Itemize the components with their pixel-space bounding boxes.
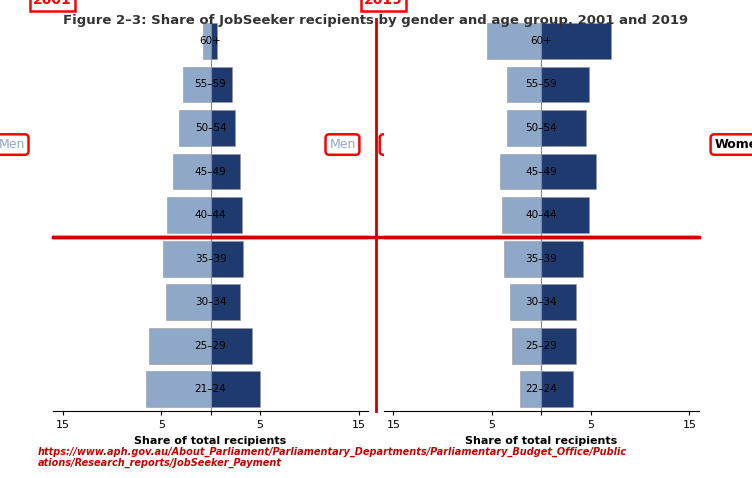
Bar <box>163 241 211 276</box>
Text: 21–24: 21–24 <box>195 384 226 394</box>
Bar <box>541 154 596 189</box>
Bar <box>541 110 586 146</box>
Bar <box>520 371 541 407</box>
Bar <box>150 328 211 364</box>
Bar <box>211 23 217 59</box>
Text: 30–34: 30–34 <box>195 297 226 307</box>
Text: 60+: 60+ <box>531 36 552 46</box>
Text: 2019: 2019 <box>364 0 403 7</box>
Bar <box>541 66 589 102</box>
Bar <box>507 66 541 102</box>
X-axis label: Share of total recipients: Share of total recipients <box>135 435 287 445</box>
Text: 25–29: 25–29 <box>195 341 226 351</box>
Bar <box>211 197 242 233</box>
Text: 35–39: 35–39 <box>195 254 226 264</box>
Text: Women: Women <box>384 138 435 151</box>
Bar <box>211 154 240 189</box>
Bar <box>211 66 232 102</box>
X-axis label: Share of total recipients: Share of total recipients <box>465 435 617 445</box>
Text: 50–54: 50–54 <box>195 123 226 133</box>
Text: https://www.aph.gov.au/About_Parliament/Parliamentary_Departments/Parliamentary_: https://www.aph.gov.au/About_Parliament/… <box>38 446 626 468</box>
Text: 25–29: 25–29 <box>526 341 557 351</box>
Text: 22–24: 22–24 <box>526 384 557 394</box>
Bar <box>541 241 583 276</box>
Bar <box>541 284 576 320</box>
Text: 55–59: 55–59 <box>526 79 557 89</box>
Bar <box>500 154 541 189</box>
Bar <box>507 110 541 146</box>
Text: 60+: 60+ <box>200 36 221 46</box>
Bar <box>166 284 211 320</box>
Bar <box>211 110 235 146</box>
Text: Men: Men <box>0 138 25 151</box>
Bar <box>502 197 541 233</box>
Bar <box>179 110 211 146</box>
Bar <box>183 66 211 102</box>
Text: 30–34: 30–34 <box>526 297 557 307</box>
Bar <box>211 328 252 364</box>
Text: 2001: 2001 <box>33 0 72 7</box>
Text: 45–49: 45–49 <box>526 166 557 176</box>
Bar <box>167 197 211 233</box>
Text: Men: Men <box>329 138 356 151</box>
Text: Figure 2–3: Share of JobSeeker recipients by gender and age group, 2001 and 2019: Figure 2–3: Share of JobSeeker recipient… <box>63 14 689 27</box>
Bar <box>541 197 589 233</box>
Text: Women: Women <box>714 138 752 151</box>
Bar <box>510 284 541 320</box>
Bar <box>512 328 541 364</box>
Bar <box>173 154 211 189</box>
Text: 35–39: 35–39 <box>526 254 557 264</box>
Bar <box>211 241 243 276</box>
Bar <box>147 371 211 407</box>
Text: 40–44: 40–44 <box>195 210 226 220</box>
Bar <box>211 284 240 320</box>
Bar <box>541 328 576 364</box>
Text: 45–49: 45–49 <box>195 166 226 176</box>
Bar <box>203 23 211 59</box>
Bar <box>211 371 260 407</box>
Text: 50–54: 50–54 <box>526 123 557 133</box>
Bar <box>541 371 573 407</box>
Text: 40–44: 40–44 <box>526 210 557 220</box>
Bar <box>504 241 541 276</box>
Bar <box>541 23 611 59</box>
Bar <box>487 23 541 59</box>
Text: 55–59: 55–59 <box>195 79 226 89</box>
